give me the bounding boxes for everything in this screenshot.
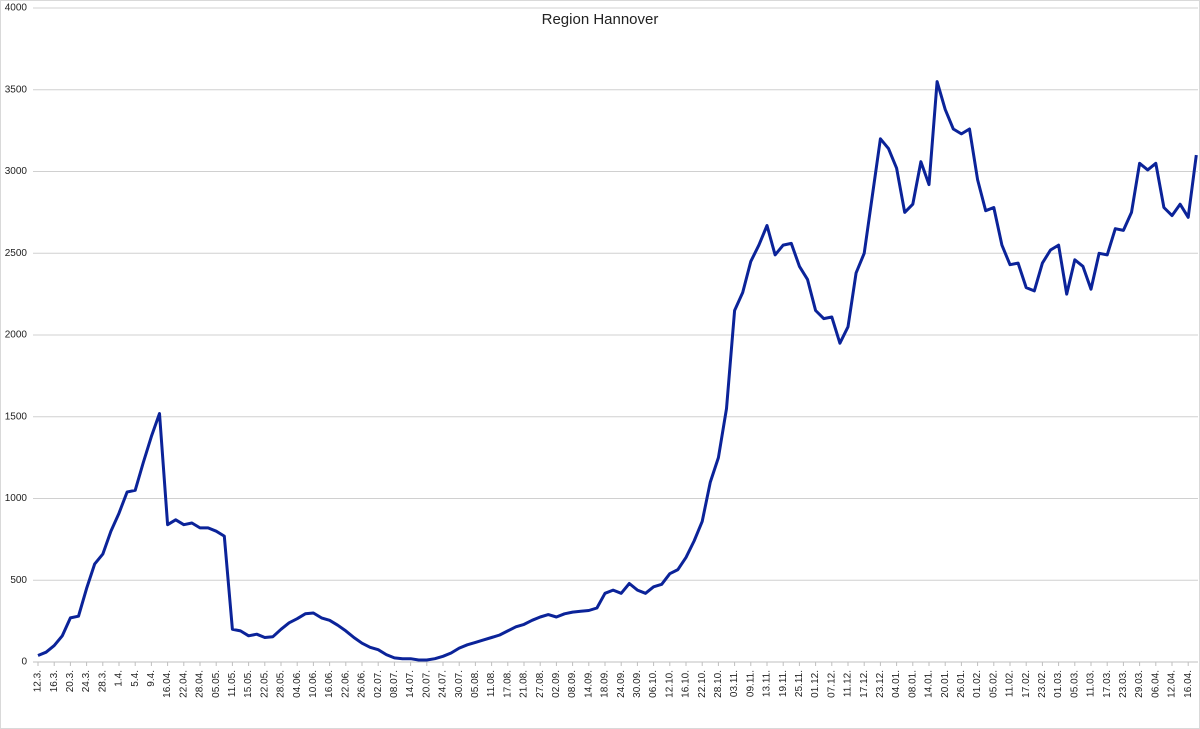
x-tick-label: 23.12. (875, 670, 886, 698)
x-tick-label: 28.3. (97, 670, 108, 692)
x-tick-label: 20.01. (940, 670, 951, 698)
x-tick-label: 04.06. (292, 670, 303, 698)
x-tick-label: 22.06. (340, 670, 351, 698)
x-tick-label: 11.03. (1086, 670, 1097, 697)
x-tick-label: 10.06. (308, 670, 319, 698)
x-tick-label: 1.4. (114, 670, 125, 687)
x-tick-label: 29.03. (1134, 670, 1145, 698)
x-tick-label: 22.10. (697, 670, 708, 698)
x-tick-label: 05.02. (988, 670, 999, 698)
x-tick-label: 5.4. (130, 670, 141, 687)
x-tick-label: 12.04. (1167, 670, 1178, 698)
y-tick-label: 2500 (5, 248, 28, 259)
x-tick-label: 03.11. (729, 670, 740, 697)
x-tick-label: 16.3. (49, 670, 60, 692)
x-tick-label: 11.05. (227, 670, 238, 697)
x-tick-label: 12.10. (664, 670, 675, 698)
x-tick-label: 01.03. (1053, 670, 1064, 698)
x-tick-label: 06.04. (1150, 670, 1161, 698)
x-tick-label: 17.02. (1021, 670, 1032, 698)
y-tick-label: 4000 (5, 3, 28, 14)
x-tick-label: 04.01. (891, 670, 902, 698)
x-tick-label: 05.05. (211, 670, 222, 698)
x-tick-label: 21.08. (519, 670, 530, 698)
x-tick-label: 17.03. (1102, 670, 1113, 698)
y-tick-label: 2000 (5, 330, 28, 341)
x-tick-label: 02.07. (373, 670, 384, 698)
x-tick-label: 28.05. (276, 670, 287, 698)
x-tick-label: 16.04. (1183, 670, 1194, 698)
x-tick-label: 07.12. (826, 670, 837, 698)
x-tick-label: 30.07. (454, 670, 465, 698)
y-tick-label: 1000 (5, 493, 28, 504)
x-tick-label: 22.05. (259, 670, 270, 698)
chart-title: Region Hannover (542, 11, 659, 28)
x-tick-label: 12.3. (33, 670, 44, 692)
x-tick-label: 09.11. (745, 670, 756, 697)
x-tick-label: 17.12. (859, 670, 870, 698)
x-tick-label: 24.07. (438, 670, 449, 698)
x-tick-label: 14.07. (405, 670, 416, 698)
x-tick-label: 19.11. (778, 670, 789, 697)
x-tick-label: 30.09. (632, 670, 643, 698)
x-tick-label: 26.06. (357, 670, 368, 698)
x-tick-label: 23.02. (1037, 670, 1048, 698)
x-tick-label: 20.07. (421, 670, 432, 698)
x-tick-label: 16.06. (324, 670, 335, 698)
x-tick-label: 06.10. (648, 670, 659, 698)
x-tick-label: 27.08. (535, 670, 546, 698)
x-tick-label: 28.10. (713, 670, 724, 698)
x-tick-label: 11.02. (1005, 670, 1016, 697)
x-tick-label: 17.08. (502, 670, 513, 698)
x-tick-label: 05.03. (1069, 670, 1080, 698)
x-tick-label: 20.3. (65, 670, 76, 692)
y-tick-label: 3500 (5, 84, 28, 95)
x-tick-label: 14.09. (583, 670, 594, 698)
x-tick-label: 18.09. (600, 670, 611, 698)
x-tick-label: 08.01. (907, 670, 918, 698)
y-tick-label: 1500 (5, 411, 28, 422)
y-tick-label: 3000 (5, 166, 28, 177)
x-tick-label: 24.3. (81, 670, 92, 692)
x-tick-label: 26.01. (956, 670, 967, 698)
x-tick-label: 23.03. (1118, 670, 1129, 698)
x-tick-label: 16.10. (681, 670, 692, 698)
x-tick-label: 25.11. (794, 670, 805, 697)
x-tick-label: 24.09. (616, 670, 627, 698)
x-tick-label: 02.09. (551, 670, 562, 698)
x-tick-label: 14.01. (924, 670, 935, 698)
x-tick-label: 28.04. (195, 670, 206, 698)
x-tick-label: 13.11. (762, 670, 773, 697)
y-tick-label: 500 (10, 575, 27, 586)
x-tick-label: 11.08. (486, 670, 497, 697)
x-tick-label: 16.04. (162, 670, 173, 698)
x-tick-label: 15.05. (243, 670, 254, 698)
x-tick-label: 11.12. (843, 670, 854, 697)
y-tick-label: 0 (21, 657, 27, 668)
x-tick-label: 22.04. (178, 670, 189, 698)
x-tick-label: 9.4. (146, 670, 157, 687)
x-tick-label: 05.08. (470, 670, 481, 698)
x-tick-label: 01.02. (972, 670, 983, 698)
x-tick-label: 08.09. (567, 670, 578, 698)
x-tick-label: 01.12. (810, 670, 821, 698)
data-line (37, 80, 1198, 662)
x-tick-label: 08.07. (389, 670, 400, 698)
